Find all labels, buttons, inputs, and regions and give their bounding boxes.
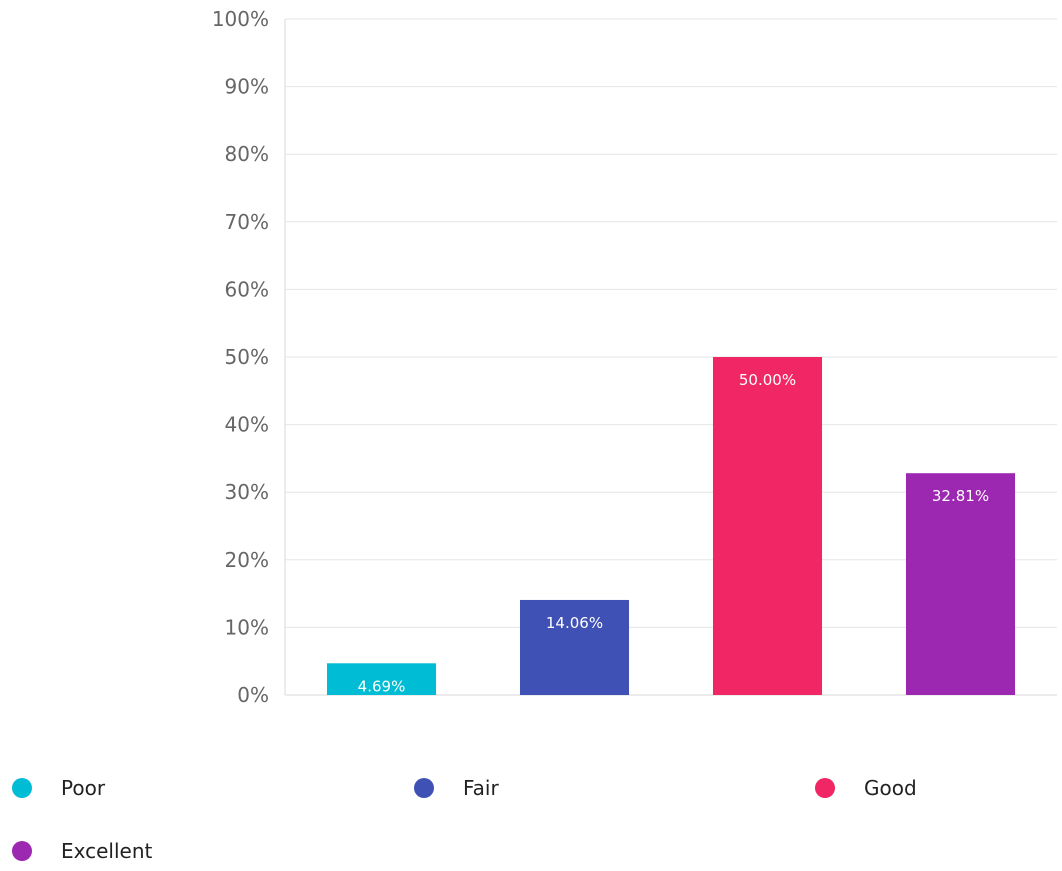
data-label-excellent: 32.81%: [932, 487, 989, 505]
data-label-fair: 14.06%: [546, 614, 603, 632]
legend-swatch-poor: [12, 778, 32, 798]
y-tick-label: 60%: [225, 277, 269, 301]
y-tick-label: 20%: [225, 548, 269, 572]
bars: [326, 357, 1016, 695]
y-tick-label: 80%: [225, 142, 269, 166]
y-tick-label: 0%: [237, 683, 269, 707]
y-tick-label: 30%: [225, 480, 269, 504]
legend-swatch-excellent: [12, 841, 32, 861]
legend-item-good[interactable]: Good: [803, 768, 917, 808]
legend-swatch-fair: [414, 778, 434, 798]
data-labels: 4.69% 14.06% 50.00% 32.81%: [358, 371, 989, 695]
data-label-good: 50.00%: [739, 371, 796, 389]
data-label-poor: 4.69%: [358, 677, 406, 695]
y-tick-label: 40%: [225, 413, 269, 437]
y-tick-label: 50%: [225, 345, 269, 369]
legend-item-fair[interactable]: Fair: [402, 768, 499, 808]
bar-chart: 0% 10% 20% 30% 40% 50% 60% 70% 80% 90% 100% 4.69% 1…: [212, 7, 1057, 707]
legend-label-poor: Poor: [61, 776, 106, 800]
y-axis-ticks: 0% 10% 20% 30% 40% 50% 60% 70% 80% 90% 100%: [212, 7, 269, 707]
y-tick-label: 70%: [225, 210, 269, 234]
y-tick-label: 90%: [225, 75, 269, 99]
legend-item-excellent[interactable]: Excellent: [0, 831, 152, 871]
legend-swatch-good: [815, 778, 835, 798]
legend: Poor Fair Good Excellent: [0, 768, 1062, 865]
bar-fair[interactable]: [519, 599, 630, 695]
legend-item-poor[interactable]: Poor: [0, 768, 105, 808]
bar-excellent[interactable]: [905, 473, 1016, 695]
y-tick-label: 100%: [212, 7, 269, 31]
legend-label-excellent: Excellent: [61, 839, 153, 863]
gridlines: [285, 18, 1057, 628]
bar-poor[interactable]: [326, 663, 437, 695]
bar-good[interactable]: [712, 357, 823, 695]
legend-label-fair: Fair: [463, 776, 499, 800]
y-tick-label: 10%: [225, 615, 269, 639]
legend-label-good: Good: [864, 776, 917, 800]
